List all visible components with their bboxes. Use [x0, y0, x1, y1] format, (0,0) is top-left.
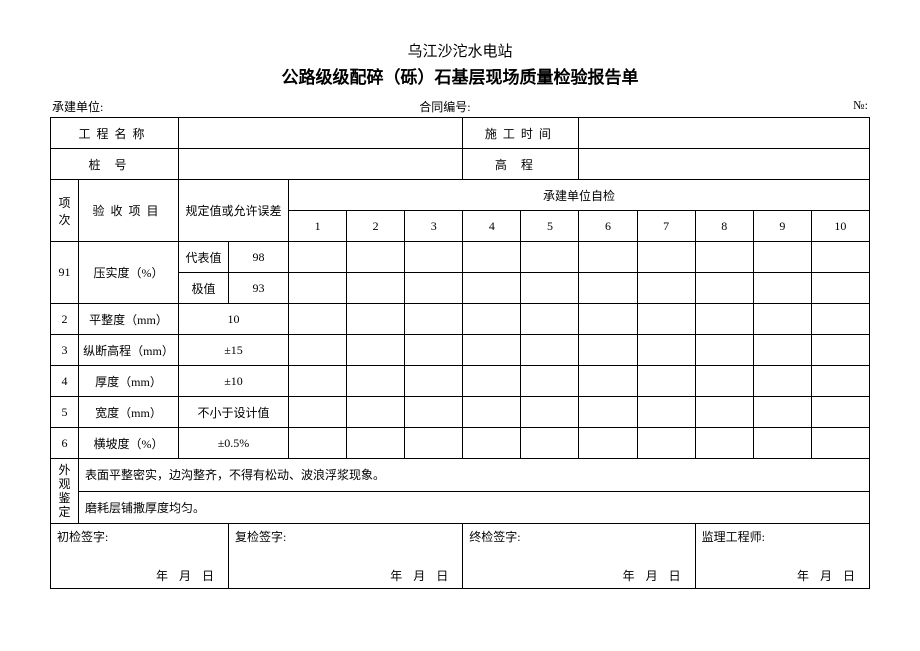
sub-label: 极值	[179, 273, 229, 304]
row-seq: 4	[51, 366, 79, 397]
row-seq: 3	[51, 335, 79, 366]
doc-title: 公路级级配碎（砾）石基层现场质量检验报告单	[50, 63, 870, 88]
col-3: 3	[405, 211, 463, 242]
sign-re: 复检签字: 年 月 日	[229, 524, 463, 589]
row-name: 厚度（mm）	[79, 366, 179, 397]
row-seq: 91	[51, 242, 79, 304]
row-spec: ±15	[179, 335, 289, 366]
project-name-value	[179, 118, 463, 149]
visual-line1: 表面平整密实，边沟整齐，不得有松动、波浪浮浆现象。	[79, 459, 870, 492]
visual-line2: 磨耗层铺撒厚度均匀。	[79, 491, 870, 524]
col-5: 5	[521, 211, 579, 242]
row-name: 横坡度（%）	[79, 428, 179, 459]
elevation-value	[579, 149, 870, 180]
visual-label: 外观鉴定	[51, 459, 79, 524]
col-8: 8	[695, 211, 753, 242]
row-name: 纵断高程（mm）	[79, 335, 179, 366]
selfcheck-header: 承建单位自检	[289, 180, 870, 211]
col-10: 10	[811, 211, 869, 242]
col-6: 6	[579, 211, 637, 242]
col-9: 9	[753, 211, 811, 242]
spec-header: 规定值或允许误差	[179, 180, 289, 242]
sign-first: 初检签字: 年 月 日	[51, 524, 229, 589]
project-name-label: 工程名称	[51, 118, 179, 149]
seq-header: 项次	[51, 180, 79, 242]
main-table: 工程名称 施工时间 桩号 高程 项次 验收项目 规定值或允许误差 承建单位自检 …	[50, 117, 870, 589]
item-header: 验收项目	[79, 180, 179, 242]
row-spec: 不小于设计值	[179, 397, 289, 428]
row-spec: 10	[179, 304, 289, 335]
contract-label: 合同编号:	[419, 98, 745, 115]
col-1: 1	[289, 211, 347, 242]
row-name: 平整度（mm）	[79, 304, 179, 335]
row-seq: 2	[51, 304, 79, 335]
meta-row: 承建单位: 合同编号: №:	[50, 98, 870, 115]
row-seq: 6	[51, 428, 79, 459]
row-name: 压实度（%）	[79, 242, 179, 304]
sign-final: 终检签字: 年 月 日	[463, 524, 695, 589]
pile-no-value	[179, 149, 463, 180]
col-4: 4	[463, 211, 521, 242]
row-seq: 5	[51, 397, 79, 428]
construction-time-label: 施工时间	[463, 118, 579, 149]
row-name: 宽度（mm）	[79, 397, 179, 428]
col-7: 7	[637, 211, 695, 242]
doc-subtitle: 乌江沙沱水电站	[50, 40, 870, 61]
no-label: №:	[746, 98, 868, 115]
col-2: 2	[347, 211, 405, 242]
sub-value: 98	[229, 242, 289, 273]
elevation-label: 高程	[463, 149, 579, 180]
row-spec: ±0.5%	[179, 428, 289, 459]
sub-value: 93	[229, 273, 289, 304]
row-spec: ±10	[179, 366, 289, 397]
sign-supervisor: 监理工程师: 年 月 日	[695, 524, 869, 589]
contractor-label: 承建单位:	[52, 98, 419, 115]
sub-label: 代表值	[179, 242, 229, 273]
construction-time-value	[579, 118, 870, 149]
pile-no-label: 桩号	[51, 149, 179, 180]
